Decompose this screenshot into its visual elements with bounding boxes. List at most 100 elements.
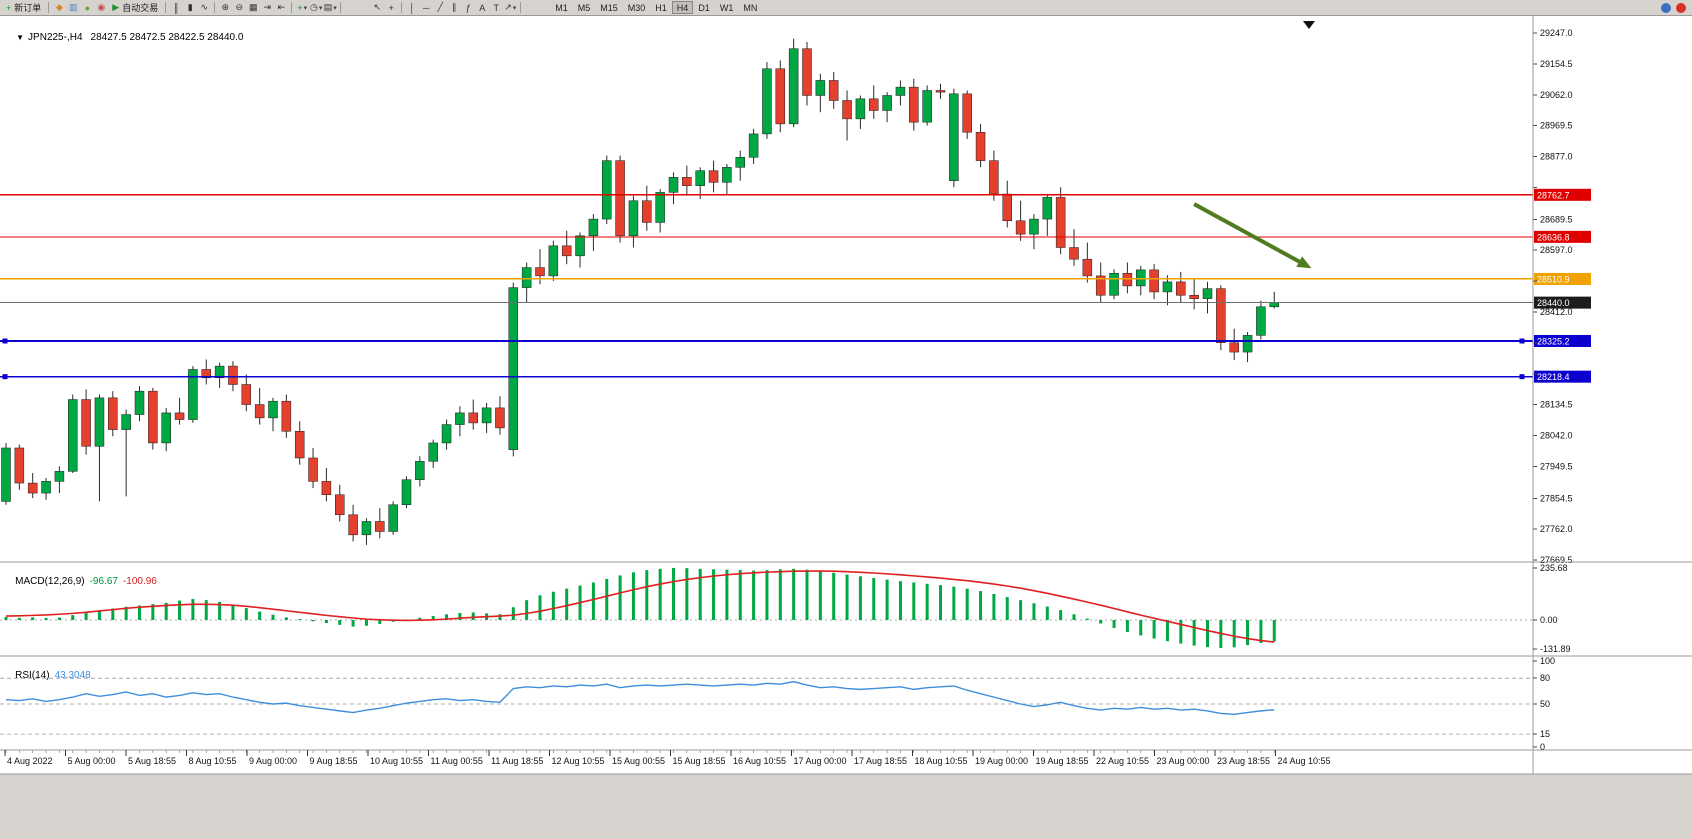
macd-bar bbox=[725, 569, 729, 620]
price-chart-canvas[interactable]: 28762.7 28636.8 28510.9 28440.0 28325.2 28218… bbox=[0, 16, 1692, 839]
market-watch-icon[interactable]: ◆ bbox=[52, 1, 66, 15]
timeframe-h1[interactable]: H1 bbox=[655, 2, 667, 13]
vertical-line-icon[interactable]: │ bbox=[405, 1, 419, 15]
line-handle[interactable] bbox=[2, 374, 8, 380]
line-handle[interactable] bbox=[1519, 374, 1525, 380]
periods-icon[interactable]: ◷ ▾ bbox=[309, 1, 323, 15]
macd-bar bbox=[952, 586, 956, 620]
macd-bar bbox=[431, 616, 435, 620]
macd-bar bbox=[151, 604, 155, 620]
timeframe-w1[interactable]: W1 bbox=[719, 2, 734, 13]
charts-window-icon[interactable]: ▥ bbox=[66, 1, 80, 15]
trend-arrow[interactable] bbox=[1193, 202, 1312, 269]
time-axis-label: 12 Aug 10:55 bbox=[552, 756, 605, 766]
alert-icon[interactable] bbox=[1676, 2, 1686, 13]
timeframe-d1[interactable]: D1 bbox=[698, 2, 710, 13]
chart-shift-icon[interactable]: ⇤ bbox=[274, 1, 288, 15]
toolbar-separator bbox=[165, 2, 167, 13]
macd-bar bbox=[1112, 620, 1116, 628]
navigator-icon[interactable]: ● bbox=[80, 1, 94, 15]
candle bbox=[561, 245, 572, 257]
candle bbox=[1229, 342, 1239, 353]
candle bbox=[748, 133, 759, 158]
candle bbox=[815, 80, 826, 96]
macd-bar bbox=[1019, 600, 1023, 620]
new-order-button-label: 新订单 bbox=[14, 3, 42, 13]
candle bbox=[241, 384, 252, 405]
macd-bar bbox=[418, 617, 422, 620]
candle bbox=[895, 86, 906, 96]
timeframe-m15[interactable]: M15 bbox=[600, 2, 618, 13]
line-handle[interactable] bbox=[1519, 338, 1525, 344]
new-order-button: + bbox=[6, 2, 12, 13]
tile-windows-icon[interactable]: ▦ bbox=[246, 1, 260, 15]
cursor-icon[interactable]: ↖ bbox=[370, 1, 384, 15]
candle bbox=[161, 412, 171, 444]
macd-bar bbox=[1179, 620, 1183, 644]
bar-chart-mode-icon[interactable]: ║ bbox=[169, 1, 183, 15]
price-tag-label: 28218.4 bbox=[1537, 372, 1570, 382]
candle bbox=[27, 482, 38, 494]
horizontal-line-icon[interactable]: ─ bbox=[419, 1, 433, 15]
templates-icon[interactable]: ▤ ▾ bbox=[323, 1, 337, 15]
autotrading-button[interactable]: ▶ 自动交易 bbox=[108, 1, 162, 15]
hline-support-1[interactable]: 28325.2 bbox=[0, 334, 1591, 347]
timeframe-m30[interactable]: M30 bbox=[627, 2, 646, 13]
hline-pivot-line[interactable]: 28510.9 bbox=[0, 272, 1591, 285]
candle bbox=[1202, 288, 1213, 299]
macd-bar bbox=[324, 620, 328, 624]
autotrading-button: ▶ bbox=[112, 2, 120, 12]
timeframe-m5[interactable]: M5 bbox=[577, 2, 591, 13]
hline-support-2[interactable]: 28218.4 bbox=[0, 370, 1591, 383]
chart-dropdown-icon[interactable]: ▼ bbox=[16, 33, 25, 42]
candle-chart-mode-icon[interactable]: ▮ bbox=[183, 1, 197, 15]
chevron-down-icon: ▾ bbox=[303, 4, 308, 12]
macd-bar bbox=[498, 614, 502, 620]
timeframe-m1[interactable]: M1 bbox=[555, 2, 568, 13]
chevron-down-icon: ▾ bbox=[318, 4, 323, 12]
text-tool-icon[interactable]: A bbox=[475, 1, 489, 15]
rsi-line bbox=[5, 680, 1275, 716]
zoom-out-icon[interactable]: ⊖ bbox=[232, 1, 246, 15]
time-axis-label: 22 Aug 10:55 bbox=[1096, 756, 1149, 766]
timeframe-mn[interactable]: MN bbox=[743, 2, 758, 13]
line-chart-mode-icon[interactable]: ∿ bbox=[197, 1, 211, 15]
label-tool-icon: T bbox=[493, 2, 499, 13]
periods-icon: ◷ bbox=[310, 2, 318, 12]
navigator-icon: ● bbox=[84, 2, 90, 13]
macd-bar bbox=[258, 611, 262, 620]
timeframe-h4[interactable]: H4 bbox=[671, 1, 694, 14]
fibonacci-icon[interactable]: ƒ bbox=[461, 1, 475, 15]
hline-resistance-2[interactable]: 28636.8 bbox=[0, 230, 1591, 243]
candle bbox=[1256, 306, 1266, 336]
new-order-button[interactable]: + 新订单 bbox=[2, 1, 45, 15]
chart-header: ▼ JPN225-,H4 28427.5 28472.5 28422.5 28440… bbox=[5, 21, 243, 54]
label-tool-icon[interactable]: T bbox=[489, 1, 503, 15]
line-handle[interactable] bbox=[2, 338, 8, 344]
community-icon[interactable] bbox=[1661, 2, 1671, 13]
trendline-icon[interactable]: ╱ bbox=[433, 1, 447, 15]
channel-icon[interactable]: ∥ bbox=[447, 1, 461, 15]
macd-axis-label: 235.68 bbox=[1540, 563, 1568, 573]
candle bbox=[1002, 193, 1012, 222]
candle bbox=[869, 98, 879, 111]
time-axis-label: 8 Aug 10:55 bbox=[189, 756, 237, 766]
vertical-line-icon: │ bbox=[409, 2, 416, 13]
macd-bar bbox=[311, 620, 315, 622]
macd-bar bbox=[845, 574, 849, 620]
scroll-to-end-marker[interactable] bbox=[1303, 21, 1315, 29]
arrows-tool-icon[interactable]: ↗ ▾ bbox=[503, 1, 517, 15]
zoom-in-icon[interactable]: ⊕ bbox=[218, 1, 232, 15]
auto-scroll-icon[interactable]: ⇥ bbox=[260, 1, 274, 15]
auto-scroll-icon: ⇥ bbox=[263, 2, 271, 12]
indicators-icon[interactable]: + ▾ bbox=[295, 1, 309, 15]
crosshair-icon[interactable]: + bbox=[384, 1, 398, 15]
time-axis-label: 16 Aug 10:55 bbox=[733, 756, 786, 766]
terminal-icon: ◉ bbox=[97, 2, 106, 12]
candle bbox=[548, 245, 559, 277]
terminal-icon[interactable]: ◉ bbox=[94, 1, 108, 15]
candle bbox=[842, 100, 852, 120]
candle bbox=[375, 521, 385, 532]
price-tag bbox=[1534, 370, 1591, 383]
hline-resistance-1[interactable]: 28762.7 bbox=[0, 188, 1591, 201]
